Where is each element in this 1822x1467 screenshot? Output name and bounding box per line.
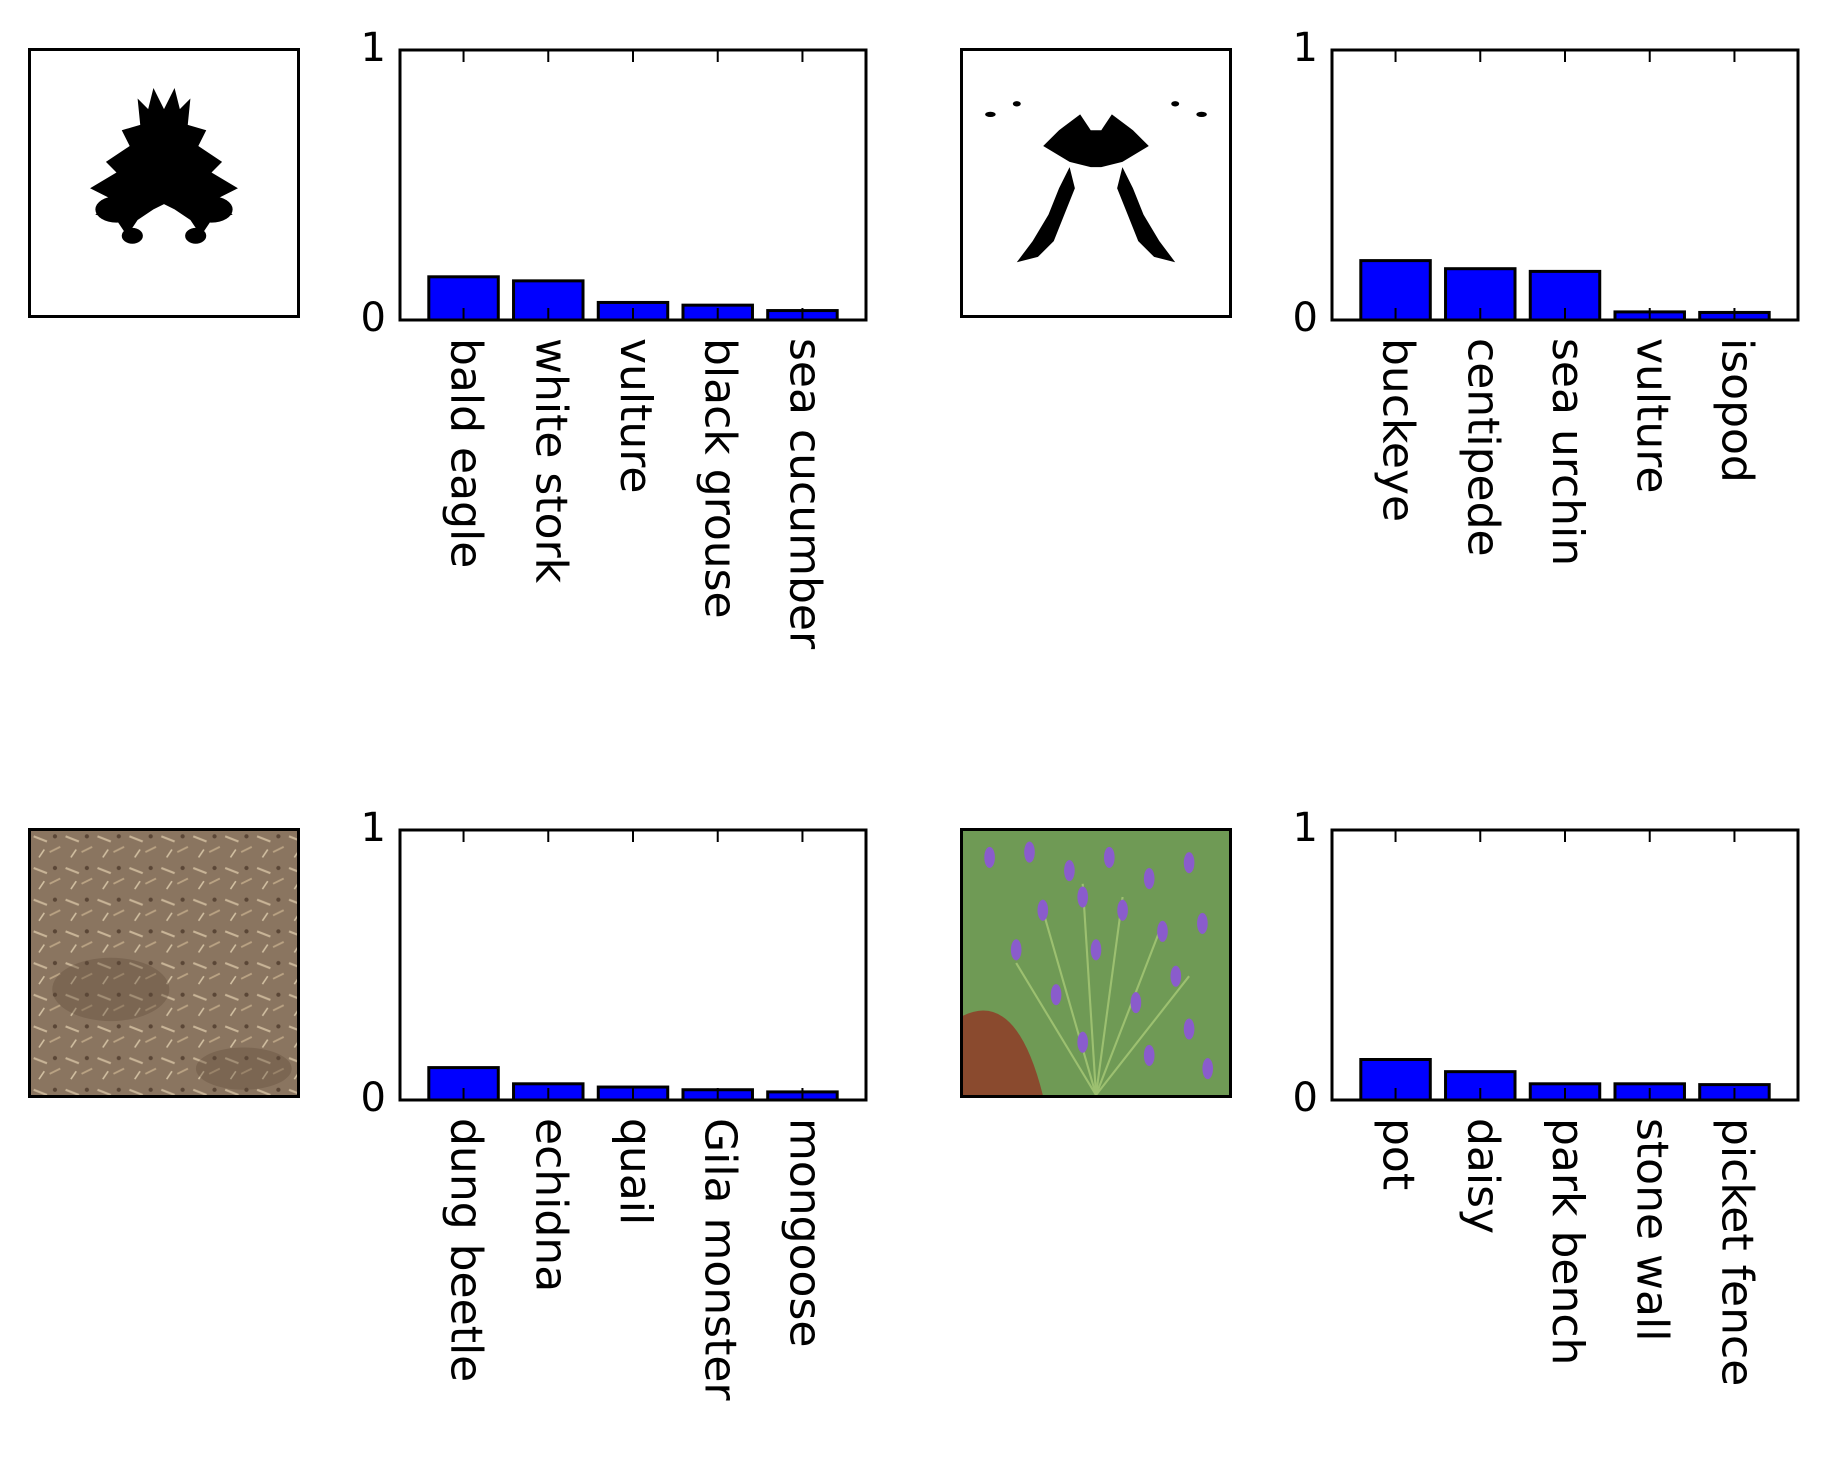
x-tick-label: stone wall (1627, 1118, 1678, 1341)
inkblot-image (985, 101, 1207, 263)
y-tick-label: 0 (1293, 1075, 1318, 1121)
bar-chart-2: buckeye centipede sea urchin vulture isopod 0… (1293, 25, 1800, 566)
x-tick-label: echidna (525, 1118, 576, 1292)
y-tick-label: 0 (1293, 295, 1318, 341)
plot-frame (1330, 48, 1800, 322)
x-tick-label: vulture (1627, 338, 1678, 493)
x-tick-label: pot (1373, 1118, 1424, 1190)
inkblot-image (90, 87, 238, 244)
x-tick-label: dung beetle (441, 1118, 492, 1382)
thumbnail-lavender-photo (960, 828, 1232, 1098)
thumbnail-inkblot-2 (960, 48, 1232, 318)
x-tick-label: white stork (525, 338, 576, 584)
x-tick-label: black grouse (695, 338, 746, 619)
x-tick-label: buckeye (1373, 338, 1424, 522)
y-tick-label: 1 (1293, 805, 1318, 851)
plot-frame (398, 828, 868, 1102)
lavender-photo (963, 831, 1229, 1095)
x-tick-label: bald eagle (441, 338, 492, 568)
y-tick-label: 1 (361, 805, 386, 851)
x-tick-label: isopod (1711, 338, 1762, 483)
x-tick-label: quail (610, 1118, 661, 1225)
y-tick-label: 0 (361, 1075, 386, 1121)
bar-chart-1: bald eagle white stork vulture black grouse… (361, 25, 868, 650)
x-tick-label: sea cucumber (779, 338, 830, 650)
x-tick-label: picket fence (1711, 1118, 1762, 1386)
x-tick-label: mongoose (779, 1118, 830, 1347)
thumbnail-soil-photo (28, 828, 300, 1098)
x-tick-label: vulture (610, 338, 661, 493)
plot-frame (398, 48, 868, 322)
x-tick-label: daisy (1457, 1118, 1508, 1234)
y-tick-label: 1 (361, 25, 386, 71)
x-tick-label: park bench (1542, 1118, 1593, 1365)
soil-mulch-photo (31, 831, 297, 1095)
y-tick-label: 0 (361, 295, 386, 341)
thumbnail-inkblot-1 (28, 48, 300, 318)
bar-chart-3: dung beetle echidna quail Gila monster mongo… (361, 805, 868, 1401)
x-tick-label: Gila monster (695, 1118, 746, 1401)
y-tick-label: 1 (1293, 25, 1318, 71)
bar-chart-4: pot daisy park bench stone wall picket fence… (1293, 805, 1800, 1386)
plot-frame (1330, 828, 1800, 1102)
x-tick-label: centipede (1457, 338, 1508, 557)
x-tick-label: sea urchin (1542, 338, 1593, 566)
